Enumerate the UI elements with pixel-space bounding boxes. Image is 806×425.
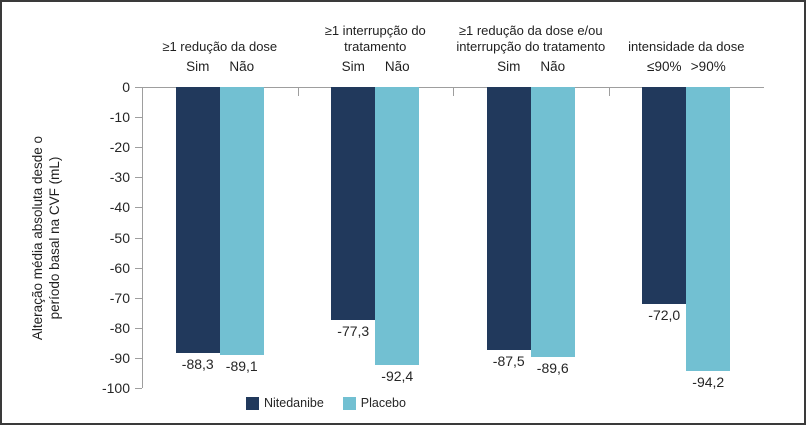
group-header: ≥1 interrupção do tratamento <box>325 17 426 55</box>
bar-nitedanibe <box>642 87 687 304</box>
group-header-line: ≥1 interrupção do <box>324 23 426 38</box>
group-sub-label: Sim <box>341 59 365 74</box>
group-header: ≥1 redução da dose e/ou interrupção do tr… <box>456 17 605 55</box>
y-tick-mark <box>135 267 142 269</box>
group-sub-label: Não <box>540 59 566 74</box>
bar-placebo <box>686 87 731 371</box>
y-tick-label: -70 <box>109 289 130 306</box>
bar-nitedanibe <box>331 87 376 320</box>
y-tick-mark <box>135 297 142 299</box>
y-tick-label: -100 <box>101 380 130 396</box>
group-header-line: interrupção do tratamento <box>456 39 606 54</box>
y-tick-mark <box>135 87 142 88</box>
bar-nitedanibe <box>175 87 220 353</box>
category-tick <box>608 87 610 96</box>
group-header-line: ≥1 redução da dose <box>162 39 278 54</box>
group-header-line: intensidade da dose <box>628 39 745 54</box>
y-tick-mark <box>135 327 142 329</box>
bar-value-label: -92,4 <box>381 368 414 385</box>
legend-item-nitedanibe: Nitedanibe <box>246 396 324 410</box>
group-header: intensidade da dose <box>628 17 744 55</box>
y-axis-title-line2: período basal na CVF (mL) <box>47 156 62 320</box>
y-tick-mark <box>135 237 142 239</box>
bar-value-label: -94,2 <box>692 373 725 390</box>
y-tick-label: 0 <box>122 79 130 95</box>
y-tick-label: -80 <box>109 319 130 336</box>
bar-value-label: -72,0 <box>648 306 681 323</box>
y-tick-label: -60 <box>109 259 130 276</box>
group-header-line: tratamento <box>344 39 407 54</box>
y-tick-label: -50 <box>109 229 130 246</box>
y-tick-label: -10 <box>109 109 130 126</box>
group-sub-label: >90% <box>690 59 726 74</box>
bar-nitedanibe <box>486 87 531 351</box>
y-tick-mark <box>135 147 142 149</box>
y-axis-title: Alteração média absoluta desde o período… <box>29 78 63 398</box>
bar-placebo <box>530 87 575 357</box>
category-tick <box>297 87 299 96</box>
group-sub-label: Sim <box>186 59 210 74</box>
group-header: ≥1 redução da dose <box>162 17 277 55</box>
group-sub-label: ≤90% <box>647 59 682 74</box>
bar-placebo <box>219 87 264 356</box>
legend-label: Placebo <box>360 396 406 410</box>
y-tick-label: -30 <box>109 169 130 186</box>
y-tick-mark <box>135 177 142 179</box>
legend-label: Nitedanibe <box>264 396 324 410</box>
bar-value-label: -89,6 <box>536 359 569 376</box>
group-sub-label: Não <box>229 59 255 74</box>
category-tick <box>453 87 454 96</box>
y-tick-mark <box>135 388 142 389</box>
group-sub-label: Sim <box>497 59 521 74</box>
bar-value-label: -87,5 <box>492 353 525 370</box>
group-sub-label: Não <box>384 59 410 74</box>
bar-value-label: -77,3 <box>337 322 370 339</box>
bar-value-label: -88,3 <box>181 355 214 372</box>
y-tick-mark <box>135 207 142 209</box>
legend: Nitedanibe Placebo <box>246 396 406 410</box>
legend-swatch-placebo <box>342 396 356 410</box>
y-axis-line <box>142 87 143 388</box>
y-axis-title-line1: Alteração média absoluta desde o <box>30 135 45 341</box>
legend-swatch-nitedanibe <box>246 396 259 410</box>
y-tick-label: -90 <box>109 349 130 366</box>
group-header-line: ≥1 redução da dose e/ou <box>458 23 603 38</box>
y-tick-mark <box>135 357 142 359</box>
bar-placebo <box>375 87 420 366</box>
y-tick-label: -20 <box>109 139 130 156</box>
y-tick-mark <box>135 117 142 119</box>
y-tick-label: -40 <box>109 199 130 216</box>
bar-value-label: -89,1 <box>225 358 258 375</box>
legend-item-placebo: Placebo <box>342 396 406 410</box>
